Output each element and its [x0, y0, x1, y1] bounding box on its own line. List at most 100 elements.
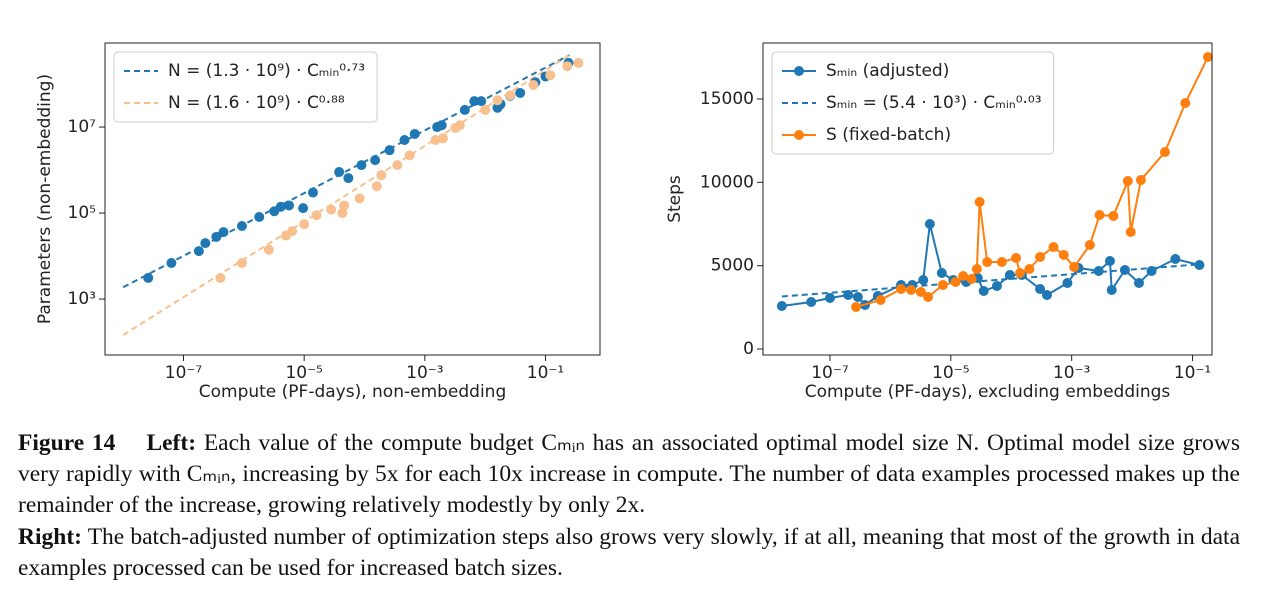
data-point — [1108, 211, 1119, 221]
data-point — [1133, 278, 1144, 288]
fit-line — [122, 54, 571, 336]
data-point — [1011, 253, 1022, 263]
y-tick-label: 10³ — [68, 289, 96, 309]
x-axis-label: Compute (PF-days), excluding embeddings — [805, 382, 1171, 402]
data-point — [307, 187, 318, 198]
data-point — [193, 246, 204, 257]
data-point — [1202, 52, 1213, 62]
data-point — [287, 226, 298, 237]
data-point — [480, 104, 491, 115]
data-point — [1084, 240, 1095, 250]
data-point — [438, 133, 449, 144]
data-point — [562, 61, 573, 72]
legend-label: Sₘᵢₙ (adjusted) — [826, 61, 949, 81]
figure: 10⁻⁷ 10⁻⁵ 10⁻³ 10⁻¹ 10³ 10⁵ 10⁷ Compute (PF-day… — [35, 42, 1213, 402]
data-point — [283, 200, 294, 211]
caption-text: The batch-adjusted number of optimizatio… — [18, 524, 1241, 581]
y-tick-label: 15000 — [700, 89, 754, 109]
data-point — [409, 128, 420, 139]
data-point — [991, 281, 1002, 291]
data-point — [924, 219, 935, 229]
data-point — [384, 145, 395, 156]
data-point — [311, 210, 322, 221]
data-point — [545, 70, 556, 81]
y-axis-label: Parameters (non-embedding) — [35, 74, 55, 324]
data-point — [143, 272, 154, 283]
caption-heading: Right: — [18, 524, 82, 550]
data-point — [337, 208, 348, 219]
data-point — [399, 134, 410, 145]
data-point — [236, 257, 247, 268]
data-point — [254, 211, 265, 222]
y-tick-label: 10000 — [700, 172, 754, 192]
data-point — [392, 160, 403, 171]
plot-frame — [762, 42, 1213, 356]
data-point — [1024, 264, 1035, 274]
data-point — [1062, 278, 1073, 288]
data-point — [430, 134, 441, 145]
data-point — [1125, 227, 1136, 237]
data-point — [1106, 285, 1117, 295]
data-point — [334, 167, 345, 178]
legend-label: N = (1.6 · 10⁹) · C⁰·⁸⁸ — [168, 93, 345, 113]
data-point — [459, 104, 470, 115]
data-point — [354, 193, 365, 204]
legend-marker — [794, 130, 804, 140]
legend-marker — [794, 66, 804, 76]
data-point — [1035, 284, 1046, 294]
data-point — [1180, 98, 1191, 108]
figure-label: Figure 14 — [18, 430, 116, 456]
data-point — [875, 295, 886, 305]
data-point — [896, 284, 907, 294]
data-point — [339, 200, 350, 211]
caption-right: Right: The batch-adjusted number of opti… — [18, 522, 1240, 584]
data-point — [906, 285, 917, 295]
data-point — [950, 277, 961, 287]
data-point — [974, 197, 985, 207]
data-point — [275, 201, 286, 212]
legend-label: Sₘᵢₙ = (5.4 · 10³) · Cₘᵢₙ⁰·⁰³ — [826, 93, 1042, 113]
data-point — [1035, 252, 1046, 262]
data-point — [1122, 176, 1133, 186]
caption-text: Each value of the compute budget Cₘᵢₙ ha… — [18, 430, 1241, 518]
data-point — [1194, 260, 1205, 270]
data-point — [966, 274, 977, 284]
data-point — [1004, 270, 1015, 280]
y-tick-label: 10⁵ — [68, 203, 96, 223]
data-point — [376, 170, 387, 181]
data-point — [936, 268, 947, 278]
data-point — [298, 203, 309, 214]
data-point — [218, 227, 229, 238]
data-point — [166, 257, 177, 268]
data-point — [370, 155, 381, 166]
data-point — [776, 301, 787, 311]
data-point — [371, 181, 382, 192]
data-point — [211, 231, 222, 242]
data-point — [1094, 210, 1105, 220]
y-tick-label: 10⁷ — [68, 117, 97, 137]
x-tick-label: 10⁻¹ — [527, 363, 564, 383]
data-point — [923, 292, 934, 302]
data-point — [806, 297, 817, 307]
data-point — [469, 96, 480, 107]
data-point — [1135, 175, 1146, 185]
data-point — [1048, 242, 1059, 252]
x-tick-label: 10⁻⁵ — [932, 363, 969, 383]
data-point — [492, 95, 503, 106]
data-point — [326, 204, 337, 215]
data-point — [971, 264, 982, 274]
caption-left: Figure 14 Left: Each value of the comput… — [18, 428, 1240, 521]
data-point — [215, 272, 226, 283]
data-point — [982, 257, 993, 267]
data-point — [505, 90, 516, 101]
x-tick-label: 10⁻³ — [406, 363, 443, 383]
data-point — [851, 302, 862, 312]
data-point — [918, 275, 929, 285]
x-axis-label: Compute (PF-days), non-embedding — [199, 382, 507, 402]
data-point — [236, 220, 247, 231]
legend-box — [771, 51, 1055, 155]
data-point — [1093, 266, 1104, 276]
data-point — [1069, 262, 1080, 272]
data-point — [200, 238, 211, 249]
